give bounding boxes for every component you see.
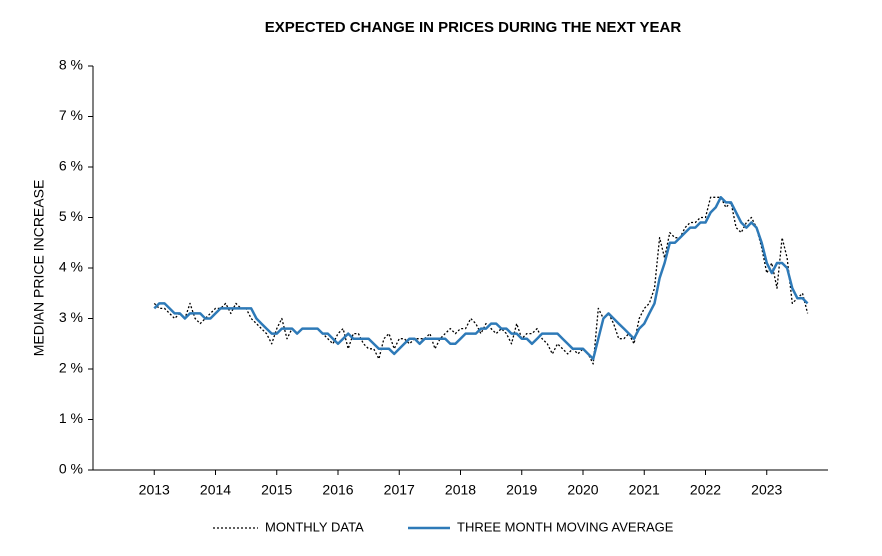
x-tick-label: 2021	[629, 482, 660, 498]
x-tick-label: 2014	[200, 482, 231, 498]
y-tick-label: 0 %	[59, 461, 83, 477]
y-tick-label: 4 %	[59, 259, 83, 275]
x-tick-label: 2013	[139, 482, 170, 498]
x-tick-label: 2022	[690, 482, 721, 498]
y-tick-label: 5 %	[59, 208, 83, 224]
y-axis-label: MEDIAN PRICE INCREASE	[31, 180, 47, 357]
y-tick-label: 3 %	[59, 309, 83, 325]
x-tick-label: 2019	[506, 482, 537, 498]
y-tick-label: 6 %	[59, 158, 83, 174]
x-tick-label: 2020	[567, 482, 598, 498]
x-tick-label: 2023	[751, 482, 782, 498]
y-tick-label: 8 %	[59, 57, 83, 73]
x-tick-label: 2018	[445, 482, 476, 498]
x-tick-label: 2016	[322, 482, 353, 498]
y-tick-label: 1 %	[59, 410, 83, 426]
y-tick-label: 2 %	[59, 360, 83, 376]
chart-title: EXPECTED CHANGE IN PRICES DURING THE NEX…	[265, 19, 682, 36]
series-line	[153, 196, 809, 365]
x-tick-label: 2017	[384, 482, 415, 498]
legend-label: THREE MONTH MOVING AVERAGE	[457, 519, 674, 534]
legend-label: MONTHLY DATA	[265, 519, 364, 534]
y-tick-label: 7 %	[59, 107, 83, 123]
x-tick-label: 2015	[261, 482, 292, 498]
series-line	[153, 196, 809, 361]
